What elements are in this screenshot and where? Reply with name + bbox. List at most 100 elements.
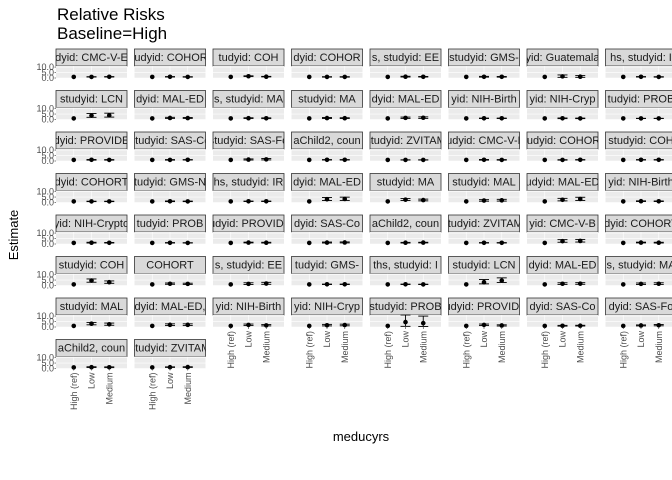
data-point: [306, 199, 312, 204]
facet-panel: yid: NIH-Birth High (ref) Low Medium: [212, 297, 285, 369]
data-point: [542, 240, 548, 246]
data-point: [324, 322, 330, 328]
data-point: [499, 240, 505, 246]
data-point: [385, 199, 391, 204]
data-point: [560, 238, 565, 244]
facet-strip-label: dyid: PROVIDE: [54, 135, 130, 147]
facet-strip-label: dyid: SAS-Fo: [609, 301, 672, 313]
data-point: [577, 238, 583, 244]
data-point: [577, 281, 583, 286]
facet-panel: dyid: COHOR: [291, 48, 363, 80]
data-point: [263, 240, 269, 245]
facet-strip-label: dyid: MAL-ED,: [135, 301, 206, 313]
facet-panel: tudyid: PROB: [134, 214, 206, 246]
data-point: [656, 157, 662, 163]
data-point: [185, 74, 191, 80]
data-point: [167, 199, 173, 204]
x-tick-label: High (ref): [69, 373, 79, 411]
data-point: [342, 282, 348, 287]
data-point: [167, 364, 173, 370]
panel-background: [605, 107, 672, 120]
data-point: [481, 240, 487, 246]
facet-panel: dyid: MAL-ED: [369, 90, 442, 121]
data-point: [246, 281, 251, 287]
y-tick-label: 5.0: [41, 109, 54, 119]
x-tick-label: Medium: [654, 331, 664, 363]
data-point: [342, 74, 348, 80]
data-point: [89, 240, 94, 245]
x-tick-label: Low: [322, 331, 332, 348]
data-point: [420, 115, 426, 121]
facet-strip-label: studyid: COH: [59, 260, 124, 272]
facet-panel: s, studyid: EE: [212, 256, 285, 287]
data-point: [149, 74, 155, 80]
data-point: [167, 74, 173, 80]
x-tick-label: Medium: [418, 331, 428, 363]
data-point: [638, 74, 644, 80]
data-point: [71, 74, 77, 80]
facet-strip-label: aChild2, coun: [58, 343, 125, 355]
data-point: [263, 199, 269, 204]
facet-panel: s, studyid: EE: [369, 48, 442, 80]
x-tick-label: Low: [558, 331, 568, 348]
facet-strip-label: studyid: ZVITAMI: [442, 218, 526, 230]
y-tick-label: 10.0: [36, 62, 54, 72]
facet-panel: COHORT: [134, 256, 206, 287]
facet-panel: dyid: MAL-ED,: [134, 297, 206, 329]
data-point: [71, 282, 77, 287]
data-point: [324, 282, 330, 287]
facet-strip-label: tudyid: PROVIDE: [442, 301, 527, 313]
y-tick-label: 0.0: [41, 156, 54, 166]
data-point: [577, 323, 583, 328]
data-point: [149, 116, 155, 121]
data-point: [638, 281, 644, 287]
x-tick-label: Medium: [575, 331, 585, 363]
facet-panel: dyid: MAL-ED: [526, 256, 599, 287]
data-point: [481, 279, 487, 285]
facet-panel: hs, studyid: IR: [212, 173, 285, 204]
data-point: [228, 240, 234, 246]
y-tick-label: 0.0: [41, 239, 54, 249]
data-point: [542, 323, 548, 329]
data-point: [481, 157, 487, 163]
data-point: [420, 197, 426, 203]
data-point: [167, 322, 173, 328]
data-point: [620, 74, 626, 80]
facet-strip-label: COHORT: [146, 260, 194, 272]
data-point: [577, 116, 583, 121]
data-point: [385, 282, 391, 287]
data-point: [577, 74, 583, 79]
facet-strip-label: yid: NIH-Birth: [216, 301, 281, 313]
data-point: [263, 281, 269, 286]
x-tick-label: Low: [636, 331, 646, 348]
data-point: [306, 116, 312, 121]
facet-panel: dyid: SAS-Co High (ref) Low Medium: [526, 297, 599, 369]
data-point: [620, 282, 626, 287]
facet-strip-label: tudyid: PROB: [608, 94, 672, 106]
facet-strip-label: studyid: SAS-Co: [130, 135, 211, 147]
facet-panel: dyid: COHORT: [605, 214, 672, 246]
facet-strip-label: s, studyid: MA: [606, 260, 672, 272]
data-point: [149, 157, 155, 163]
facet-strip-label: dyid: MAL-ED: [372, 94, 440, 106]
data-point: [106, 321, 112, 327]
data-point: [656, 116, 662, 121]
data-point: [306, 157, 312, 163]
data-point: [263, 323, 269, 328]
x-tick-label: Low: [87, 372, 97, 389]
facet-strip-label: s, studyid: EE: [372, 52, 439, 64]
data-point: [324, 115, 330, 121]
data-point: [620, 323, 626, 329]
data-point: [385, 116, 391, 121]
x-tick-label: Low: [401, 331, 411, 348]
data-point: [403, 115, 408, 121]
data-point: [263, 116, 269, 121]
data-point: [499, 74, 505, 80]
facet-strip-label: studyid: GMS-: [449, 52, 519, 64]
data-point: [167, 157, 173, 163]
data-point: [620, 157, 626, 163]
facet-strip-label: studyid: MA: [377, 177, 435, 189]
data-point: [542, 282, 548, 287]
